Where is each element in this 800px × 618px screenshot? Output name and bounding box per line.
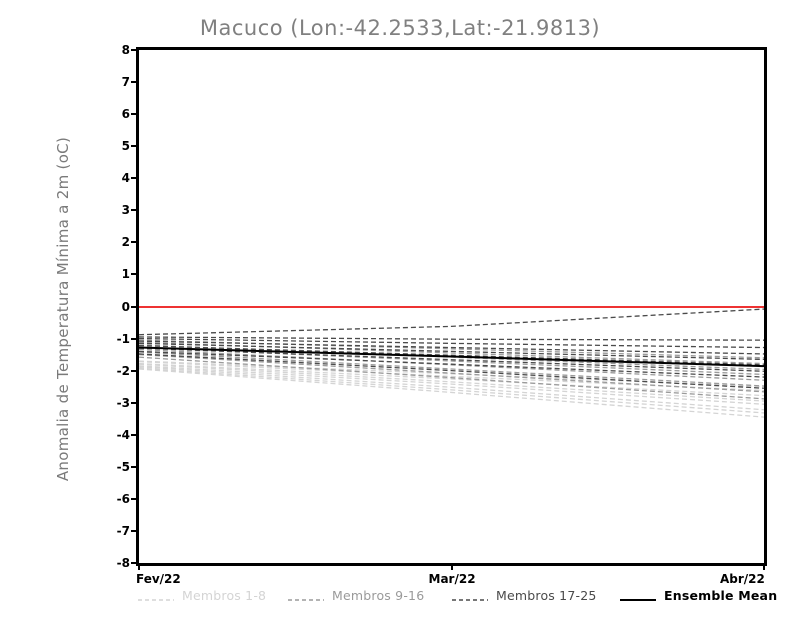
zero-reference-line [139, 305, 764, 308]
x-tick-mark [763, 563, 765, 570]
x-tick-mark [138, 563, 140, 570]
y-tick-mark [131, 209, 137, 212]
y-tick-label: -7 [116, 523, 130, 538]
member-line [139, 337, 764, 349]
y-tick-mark [131, 433, 137, 436]
y-tick-label: -2 [116, 363, 130, 378]
member-line [139, 366, 764, 411]
y-tick-label: 8 [121, 43, 130, 57]
y-tick-mark [131, 562, 137, 564]
member-line [139, 336, 764, 341]
y-tick-mark [131, 49, 137, 51]
x-tick-label: Fev/22 [136, 572, 181, 586]
y-tick-label: -5 [116, 459, 130, 474]
y-tick-mark [131, 273, 137, 276]
y-tick-mark [131, 177, 137, 180]
member-line [139, 342, 764, 361]
y-tick-label: 1 [121, 267, 130, 282]
member-line [139, 353, 764, 393]
legend-swatch-icon [452, 590, 488, 601]
y-tick-label: -4 [116, 427, 130, 442]
legend-entry[interactable]: Membros 17-25 [452, 585, 597, 605]
y-tick-label: 0 [121, 299, 130, 314]
ensemble-mean-line [139, 346, 764, 368]
y-tick-mark [131, 113, 137, 116]
legend-label: Membros 1-8 [182, 587, 267, 603]
y-tick-label: -3 [116, 395, 130, 410]
y-tick-label: -6 [116, 491, 130, 506]
member-line [139, 368, 764, 418]
y-tick-mark [131, 497, 137, 500]
y-tick-label: 5 [121, 139, 130, 154]
member-line [139, 340, 764, 355]
page-title: Macuco (Lon:-42.2533,Lat:-21.9813) [199, 16, 601, 40]
member-line [139, 353, 764, 389]
legend-label: Membros 17-25 [496, 587, 597, 603]
y-tick-label: -1 [116, 331, 130, 346]
legend: Membros 1-8 Membros 9-16 Membros 17-25 Ense… [0, 585, 800, 609]
y-tick-mark [131, 81, 137, 84]
member-line [139, 363, 764, 402]
y-tick-label: 2 [121, 235, 130, 250]
member-line [139, 351, 764, 387]
legend-entry[interactable]: Ensemble Mean [620, 585, 777, 605]
legend-label: Ensemble Mean [664, 587, 778, 603]
legend-swatch-icon [288, 590, 324, 601]
legend-entry[interactable]: Membros 9-16 [288, 585, 424, 605]
y-tick-mark [131, 241, 137, 244]
x-tick-label: Mar/22 [428, 572, 476, 586]
member-line [139, 350, 764, 378]
y-tick-label: 7 [121, 75, 130, 90]
member-line [139, 356, 764, 400]
legend-swatch-icon [138, 590, 174, 601]
y-axis-label: Anomalia de Temperatura Mínima a 2m (oC) [54, 136, 72, 482]
y-tick-mark [131, 305, 137, 308]
legend-label: Membros 9-16 [332, 587, 425, 603]
axis-top [139, 47, 764, 50]
y-tick-label: 4 [121, 171, 130, 186]
y-tick-label: 3 [121, 203, 130, 218]
legend-entry[interactable]: Membros 1-8 [138, 585, 266, 605]
y-tick-mark [131, 145, 137, 148]
plot-area: 8 7 6 5 4 3 2 1 0 -1 -2 -3 -4 -5 -6 -7 -8 Fev/22 Mar/22 Ab… [117, 44, 767, 586]
y-tick-mark [131, 465, 137, 468]
y-tick-mark [131, 401, 137, 404]
member-line [139, 367, 764, 414]
x-tick-mark [450, 563, 453, 570]
y-tick-mark [131, 369, 137, 372]
member-line [139, 347, 764, 372]
y-tick-label: 6 [121, 107, 130, 122]
member-line [139, 344, 764, 366]
member-line [139, 362, 764, 397]
y-tick-label: -8 [116, 556, 130, 570]
x-tick-label: Abr/22 [720, 572, 765, 586]
axis-right [764, 47, 767, 566]
y-tick-mark [131, 337, 137, 340]
ensemble-lines [139, 308, 764, 418]
y-tick-mark [131, 529, 137, 532]
axis-left [136, 47, 139, 566]
legend-swatch-icon [620, 590, 656, 601]
member-line [139, 308, 764, 336]
member-line [139, 365, 764, 405]
